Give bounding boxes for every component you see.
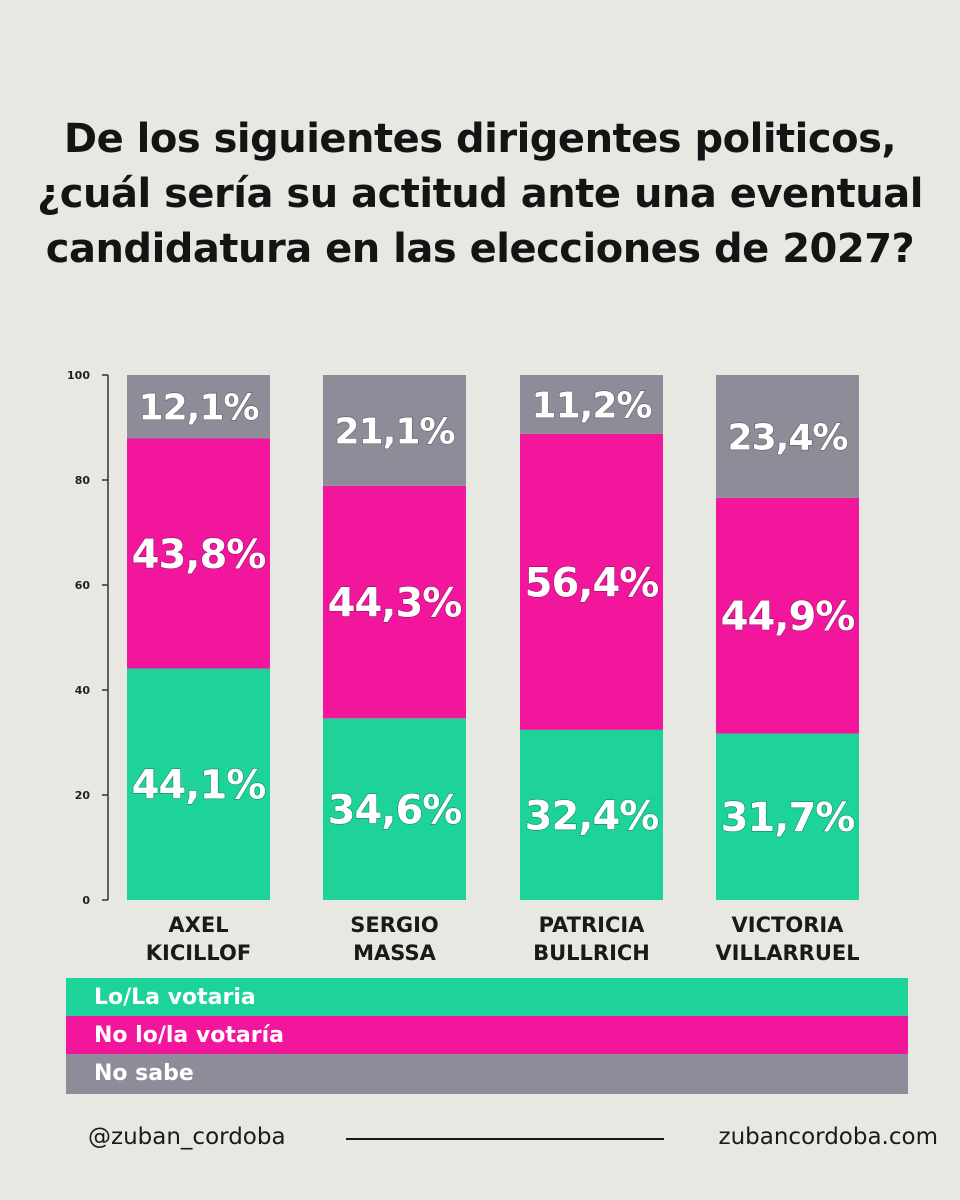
data-label: 44,1% [132,763,266,809]
x-category-label: MASSA [353,941,436,965]
x-category-label: VILLARRUEL [715,941,859,965]
x-category-label: BULLRICH [533,941,650,965]
legend-item-no-sabe: No sabe [66,1054,908,1094]
footer-divider [346,1138,664,1140]
bar-segment [520,729,663,900]
bar-segment [127,668,270,900]
bar-segment [520,375,663,434]
x-category-label: SERGIO [350,913,439,937]
data-label: 43,8% [132,532,266,578]
y-tick-label: 80 [75,474,91,487]
x-category-label: KICILLOF [146,941,252,965]
bar-segment [323,485,466,719]
title-line: De los siguientes dirigentes politicos, [63,116,897,162]
bar-segment [716,375,859,498]
legend-label: Lo/La votaria [94,985,256,1010]
legend-item-no-votaria: No lo/la votaría [66,1016,908,1056]
bar-segment [520,433,663,730]
x-category-label: VICTORIA [732,913,845,937]
chart-title: De los siguientes dirigentes politicos, … [0,112,960,277]
y-tick-label: 0 [82,894,90,907]
legend-label: No lo/la votaría [94,1023,284,1048]
footer-handle: @zuban_cordoba [88,1124,286,1150]
data-label: 56,4% [525,560,659,606]
bar-segment [127,375,270,439]
bar-segment [127,438,270,669]
bar-segment [323,718,466,900]
data-label: 44,9% [721,594,855,640]
data-label: 21,1% [335,411,455,452]
data-label: 32,4% [525,793,659,839]
data-label: 23,4% [728,417,848,458]
data-label: 44,3% [328,580,462,626]
y-tick-label: 20 [75,789,91,802]
x-category-label: AXEL [168,913,228,937]
x-category-label: PATRICIA [539,913,646,937]
data-label: 34,6% [328,788,462,834]
bar-segment [323,375,466,486]
data-label: 12,1% [139,388,259,429]
title-line: candidatura en las elecciones de 2027? [45,226,915,272]
y-tick-label: 40 [75,684,91,697]
footer-site: zubancordoba.com [718,1124,939,1150]
bar-segment [716,733,859,900]
y-tick-label: 60 [75,579,91,592]
bar-segment [716,497,859,734]
y-tick-label: 100 [67,369,90,382]
title-line: ¿cuál sería su actitud ante una eventual [37,171,923,217]
legend-label: No sabe [94,1061,194,1086]
legend-item-lo-votaria: Lo/La votaria [66,978,908,1018]
stacked-bar-chart: 0 20 40 60 80 100 44,1% 43,8% 12,1% AXEL KICILLOF 3… [67,369,860,965]
data-label: 31,7% [721,795,855,841]
data-label: 11,2% [532,385,652,426]
